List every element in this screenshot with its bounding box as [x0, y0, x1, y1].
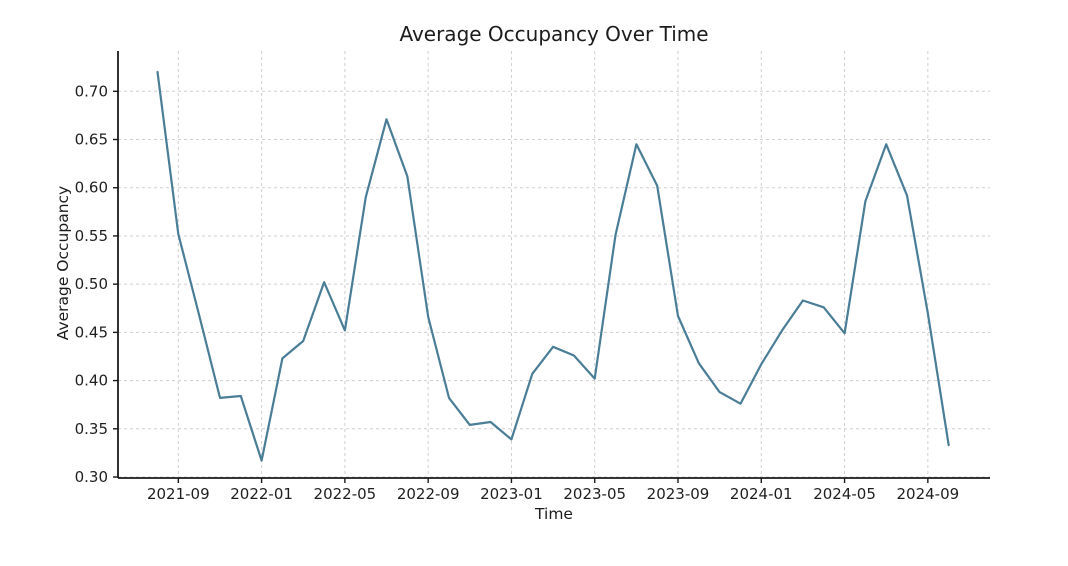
- y-tick-label: 0.40: [75, 372, 108, 390]
- x-tick-label: 2023-01: [480, 485, 543, 503]
- y-tick-label: 0.45: [75, 323, 108, 341]
- y-tick-label: 0.65: [75, 131, 108, 149]
- x-tick-label: 2022-01: [230, 485, 293, 503]
- x-tick-label: 2024-01: [730, 485, 793, 503]
- chart-title: Average Occupancy Over Time: [399, 22, 709, 46]
- x-tick-label: 2023-09: [647, 485, 710, 503]
- y-tick-label: 0.30: [75, 468, 108, 486]
- y-tick-label: 0.55: [75, 227, 108, 245]
- y-tick-label: 0.70: [75, 82, 108, 100]
- y-tick-label: 0.60: [75, 179, 108, 197]
- y-tick-label: 0.50: [75, 275, 108, 293]
- x-tick-label: 2024-05: [813, 485, 876, 503]
- y-tick-label: 0.35: [75, 420, 108, 438]
- x-tick-label: 2024-09: [896, 485, 959, 503]
- x-axis-label: Time: [535, 505, 573, 523]
- x-tick-label: 2021-09: [147, 485, 210, 503]
- occupancy-line: [156, 70, 950, 462]
- x-tick-label: 2022-05: [314, 485, 377, 503]
- x-tick-label: 2023-05: [563, 485, 626, 503]
- x-tick-label: 2022-09: [397, 485, 460, 503]
